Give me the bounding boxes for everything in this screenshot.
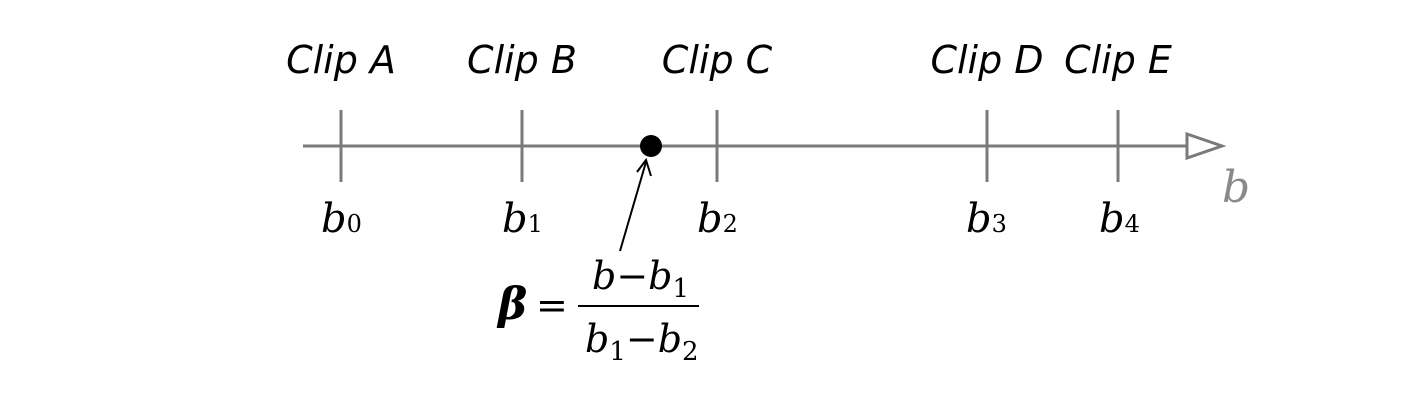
position-symbol: b <box>697 196 723 242</box>
denominator-subscript-a: 1 <box>609 337 626 367</box>
position-label-b4: b4 <box>1099 196 1140 242</box>
denominator-minus: − <box>626 317 658 361</box>
position-subscript: 4 <box>1125 210 1140 238</box>
position-label-b0: b0 <box>321 196 362 242</box>
numerator-term-a: b <box>592 254 616 298</box>
pointer-arrowhead-icon <box>636 157 652 177</box>
position-symbol: b <box>321 196 347 242</box>
position-subscript: 2 <box>723 210 738 238</box>
current-point <box>640 135 662 157</box>
clip-label-b: Clip B <box>467 38 577 82</box>
position-symbol: b <box>966 196 992 242</box>
denominator-term-a: b <box>585 317 609 361</box>
denominator-term-b: b <box>658 317 682 361</box>
formula-numerator: b−b1 <box>592 254 689 304</box>
formula-denominator: b1−b2 <box>585 317 699 367</box>
formula-beta: β <box>496 279 527 330</box>
position-symbol: b <box>1099 196 1125 242</box>
clip-label-e: Clip E <box>1064 38 1172 82</box>
numerator-minus: − <box>616 254 648 298</box>
position-label-b1: b1 <box>502 196 543 242</box>
position-subscript: 0 <box>347 210 362 238</box>
axis-arrowhead-icon <box>1185 131 1227 161</box>
formula-equals: = <box>536 283 568 327</box>
clip-label-d: Clip D <box>930 38 1043 82</box>
position-label-b3: b3 <box>966 196 1007 242</box>
numerator-term-b: b <box>648 254 672 298</box>
clip-label-c: Clip C <box>662 38 773 82</box>
numerator-subscript: 1 <box>673 274 690 304</box>
position-label-b2: b2 <box>697 196 738 242</box>
clip-label-a: Clip A <box>286 38 396 82</box>
position-subscript: 1 <box>528 210 543 238</box>
denominator-subscript-b: 2 <box>682 337 699 367</box>
position-symbol: b <box>502 196 528 242</box>
position-subscript: 3 <box>992 210 1007 238</box>
pointer-arrow-line <box>619 161 647 252</box>
axis-label: b <box>1222 162 1250 213</box>
